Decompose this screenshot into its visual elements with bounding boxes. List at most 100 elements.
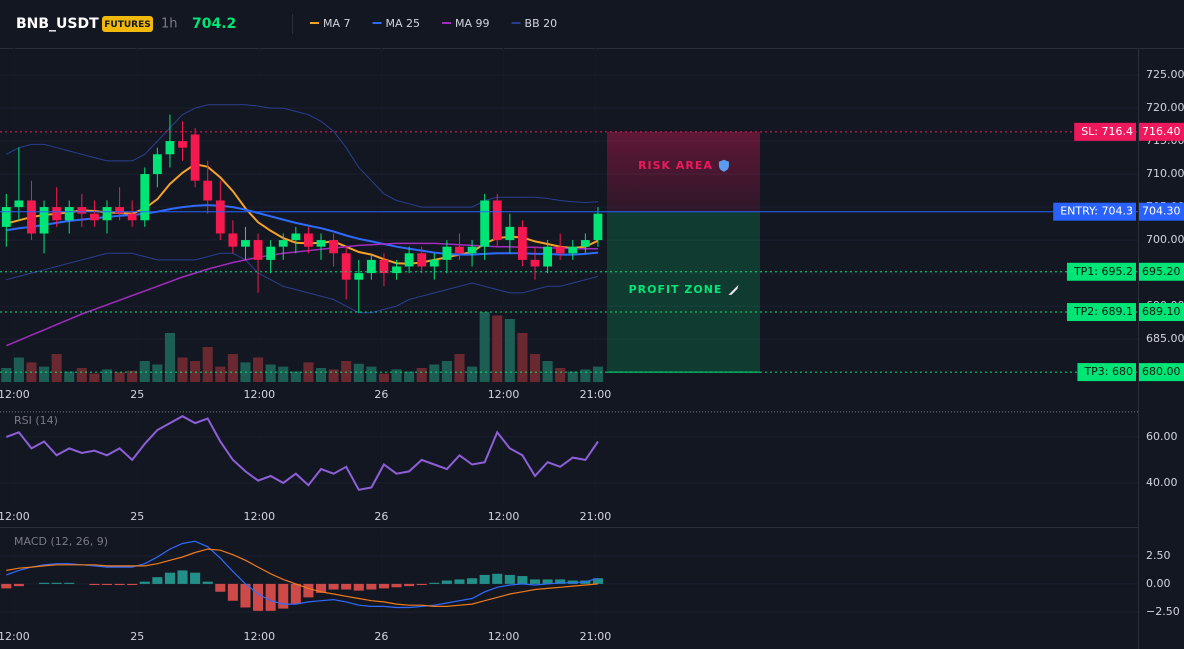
- level-tag-bg: [1066, 303, 1136, 322]
- volume-bar: [328, 369, 339, 382]
- candle-body: [190, 134, 200, 181]
- candle-body: [492, 200, 502, 241]
- macd-histogram-bar: [366, 583, 377, 590]
- candle-body: [27, 200, 36, 234]
- macd-histogram-bar: [592, 578, 603, 584]
- macd-histogram-bar: [542, 579, 553, 584]
- legend-label: MA 25: [386, 17, 421, 30]
- volume-bar: [529, 354, 541, 382]
- macd-histogram-bar: [139, 581, 150, 584]
- candle-body: [417, 253, 427, 267]
- candle-body: [64, 207, 74, 221]
- candle-body: [39, 207, 49, 234]
- level-tag: TP2: 689.1: [1073, 305, 1133, 318]
- macd-histogram-bar: [114, 583, 125, 586]
- axis-price-label: 680.00: [1142, 365, 1181, 378]
- candle-body: [90, 213, 99, 221]
- x-tick-label: 21:00: [580, 630, 612, 643]
- level-tag: ENTRY: 704.3: [1060, 205, 1133, 218]
- y-tick-label: 720.00: [1146, 101, 1184, 114]
- candle-body: [228, 233, 238, 247]
- pane-title: MACD (12, 26, 9): [14, 535, 108, 548]
- badge-text: FUTURES: [104, 20, 150, 30]
- candle-body: [127, 213, 137, 221]
- y-tick-label: 725.00: [1146, 68, 1184, 81]
- macd-histogram-bar: [177, 570, 188, 584]
- x-tick-label: 21:00: [580, 510, 612, 523]
- rocket-icon: [728, 284, 739, 295]
- candle-body: [518, 226, 527, 260]
- axis-price-bg: [1139, 202, 1184, 221]
- x-tick-label: 25: [130, 388, 144, 401]
- candle-body: [442, 246, 452, 260]
- candle-body: [165, 141, 175, 155]
- candle-body: [291, 233, 301, 241]
- volume-bar: [215, 366, 226, 382]
- ma-line: [6, 242, 598, 347]
- volume-bar: [114, 372, 125, 382]
- axis-price-label: 716.40: [1142, 125, 1181, 138]
- candle-body: [278, 240, 288, 247]
- signal-line: [6, 548, 599, 607]
- y-tick-label: 700.00: [1146, 233, 1184, 246]
- macd-histogram-bar: [13, 583, 24, 587]
- candle-body: [52, 207, 62, 221]
- volume-bar: [441, 361, 452, 382]
- axis-price-label: 695.20: [1142, 265, 1181, 278]
- macd-histogram-bar: [454, 579, 465, 584]
- rsi-line: [5, 415, 599, 491]
- candle-body: [115, 207, 124, 214]
- macd-histogram-bar: [240, 583, 251, 608]
- y-tick-label: 60.00: [1146, 430, 1178, 443]
- volume-bar: [64, 371, 75, 382]
- candle-body: [341, 253, 351, 280]
- macd-histogram-bar: [378, 583, 389, 589]
- macd-histogram-bar: [64, 582, 75, 584]
- level-tag-bg: [1066, 262, 1136, 281]
- macd-histogram-bar: [127, 583, 138, 586]
- candle-body: [329, 240, 339, 254]
- volume-bar: [580, 369, 591, 382]
- volume-bar: [542, 361, 553, 382]
- volume-bar: [391, 369, 402, 382]
- volume-bar: [504, 319, 515, 382]
- macd-histogram-bar: [51, 582, 62, 584]
- x-tick-label: 12:00: [0, 510, 30, 523]
- candle-body: [530, 259, 540, 267]
- axis-price-label: 704.30: [1142, 205, 1181, 218]
- macd-histogram-bar: [315, 583, 327, 593]
- macd-histogram-bar: [517, 576, 528, 584]
- x-tick-label: 12:00: [488, 388, 520, 401]
- interval: 1h: [161, 17, 178, 32]
- x-tick-label: 12:00: [0, 388, 30, 401]
- y-tick-label: −2.50: [1146, 605, 1180, 618]
- volume-bar: [404, 371, 415, 382]
- macd-histogram-bar: [152, 577, 163, 584]
- last-price: 704.2: [192, 16, 236, 32]
- volume-bar: [253, 357, 264, 382]
- macd-histogram-bar: [555, 579, 566, 584]
- x-tick-label: 12:00: [488, 510, 520, 523]
- macd-histogram-bar: [391, 583, 402, 588]
- candle-body: [467, 246, 477, 254]
- candle-body: [1, 207, 11, 227]
- volume-bar: [265, 364, 276, 382]
- macd-histogram-bar: [328, 583, 339, 590]
- volume-bar: [13, 357, 24, 382]
- macd-histogram-bar: [492, 573, 503, 584]
- volume-bar: [127, 370, 138, 382]
- macd-line: [6, 540, 599, 609]
- x-tick-label: 12:00: [488, 630, 520, 643]
- volume-bar: [429, 364, 440, 382]
- macd-histogram-bar: [215, 583, 226, 592]
- x-tick-label: 12:00: [243, 630, 275, 643]
- volume-bar: [139, 361, 150, 382]
- risk-zone: [607, 131, 760, 212]
- volume-bar: [190, 361, 201, 382]
- macd-histogram-bar: [164, 572, 175, 584]
- candle-body: [266, 246, 276, 260]
- level-tag-bg: [1053, 202, 1136, 221]
- macd-histogram-bar: [265, 583, 276, 611]
- axis-price-bg: [1139, 122, 1184, 141]
- macd-histogram-bar: [353, 583, 364, 591]
